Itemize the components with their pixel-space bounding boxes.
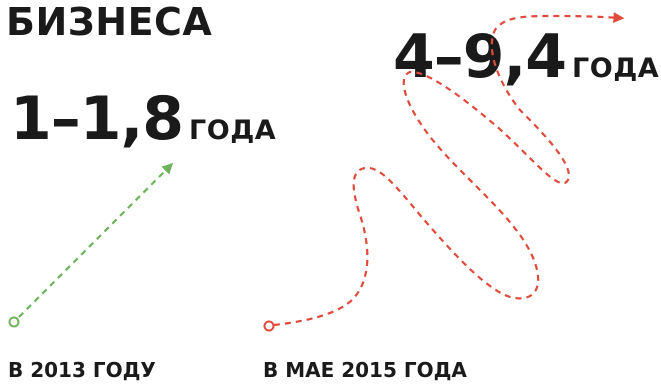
arrow-line-left xyxy=(18,162,174,318)
value-right-number: 4–9,4 xyxy=(393,22,567,92)
winding-dashed-arrow-icon xyxy=(263,12,625,332)
caption-right: В МАЕ 2015 ГОДА xyxy=(263,358,467,382)
value-right: 4–9,4 ГОДА xyxy=(393,22,659,104)
caption-left: В 2013 ГОДУ xyxy=(8,358,156,382)
value-left: 1–1,8 ГОДА xyxy=(10,84,276,166)
dashed-arrow-icon xyxy=(8,162,174,328)
page-title: БИЗНЕСА xyxy=(6,0,213,44)
arrow-line-right xyxy=(273,12,625,327)
value-left-unit: ГОДА xyxy=(189,115,277,146)
value-left-number: 1–1,8 xyxy=(10,84,184,154)
start-point-left xyxy=(8,316,20,328)
start-point-right xyxy=(263,320,275,332)
value-right-unit: ГОДА xyxy=(572,53,660,84)
